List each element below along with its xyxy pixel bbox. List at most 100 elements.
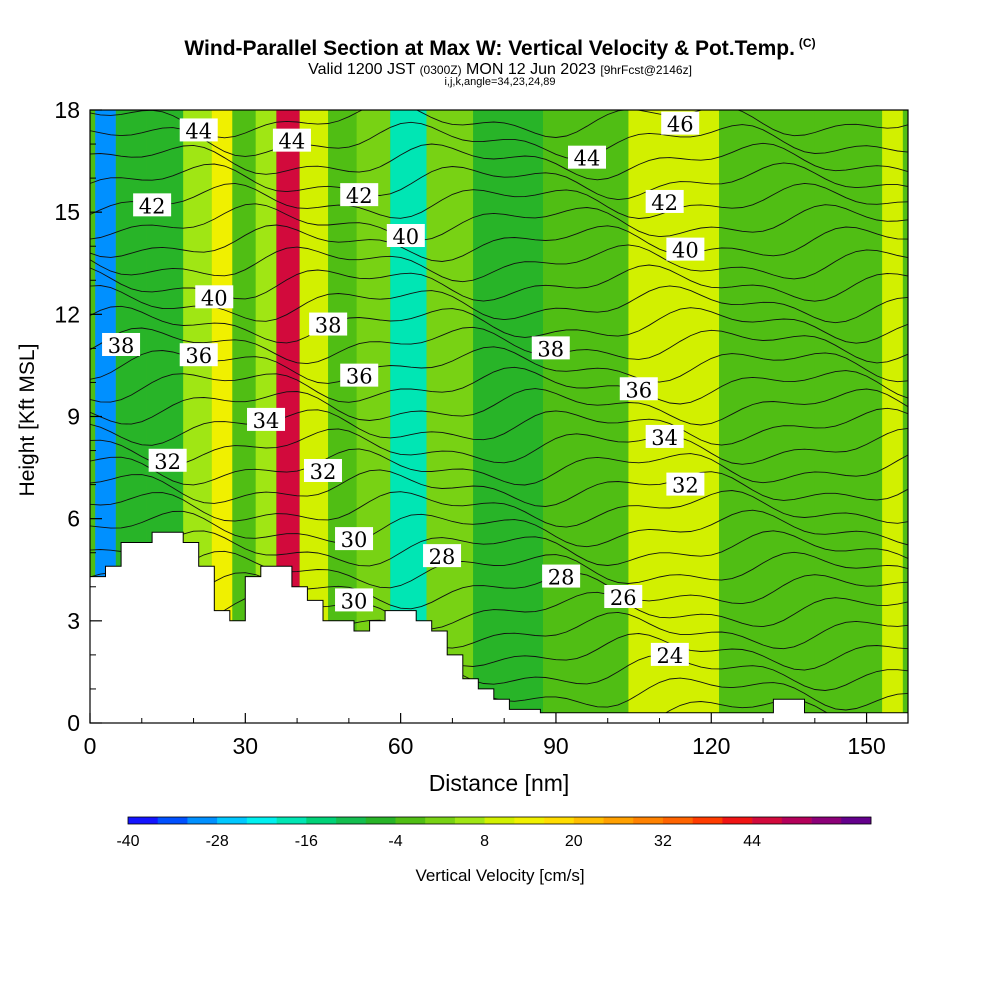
colorbar-tick-label: 20	[565, 833, 583, 850]
colorbar-swatch	[454, 817, 485, 824]
contour-label-text: 42	[139, 194, 166, 218]
y-tick-label: 15	[54, 199, 80, 225]
theta-contour-line	[90, 203, 908, 241]
theta-contour-line	[90, 550, 908, 589]
y-tick-label: 12	[54, 301, 80, 327]
velocity-column	[814, 110, 883, 723]
theta-contour-line	[90, 346, 908, 384]
terrain	[90, 531, 908, 723]
theta-contour-label: 26	[604, 584, 643, 610]
theta-contour-label: 36	[340, 363, 379, 389]
contour-label-text: 32	[672, 474, 699, 498]
grid-indices: i,j,k,angle=34,23,24,89	[444, 76, 556, 88]
theta-contour-line	[90, 224, 908, 262]
contour-label-box	[303, 458, 342, 482]
colorbar-swatch	[841, 817, 872, 824]
y-axis-label: Height [Kft MSL]	[16, 344, 39, 497]
colorbar-tick-label: -16	[295, 833, 318, 850]
theta-contour-line	[90, 121, 908, 160]
contour-label-box	[645, 189, 684, 213]
contour-label-text: 38	[108, 334, 135, 358]
contour-label-text: 30	[341, 528, 368, 552]
colorbar-swatch	[246, 817, 277, 824]
contour-label-text: 38	[537, 337, 564, 361]
velocity-column	[719, 110, 815, 723]
contour-label-text: 40	[201, 286, 228, 310]
contour-label-box	[247, 407, 286, 431]
theta-contour-line	[90, 591, 908, 630]
theta-contour-label: 38	[309, 312, 348, 338]
colorbar-swatch	[692, 817, 723, 824]
colorbar-tick-label: 8	[480, 833, 489, 850]
theta-contour-line	[90, 448, 908, 486]
theta-contour-labels: 24 26 28 28 30 30 32 32 32 34 34 36 36 36 38 38 38 40 40 40…	[102, 111, 705, 668]
colorbar-swatch	[217, 817, 248, 824]
theta-contour-line	[90, 285, 908, 324]
velocity-column	[473, 110, 544, 723]
contour-label-text: 38	[315, 314, 342, 338]
theta-contour-label: 34	[247, 407, 286, 433]
contour-label-box	[340, 183, 379, 207]
contour-label-box	[619, 377, 658, 401]
x-tick-label: 90	[543, 733, 569, 759]
contour-label-box	[179, 343, 218, 367]
contour-label-text: 36	[185, 344, 212, 368]
theta-contour-label: 34	[645, 424, 684, 450]
theta-contour-label: 36	[619, 377, 658, 402]
colorbar-swatch	[395, 817, 426, 824]
contour-label-box	[604, 584, 643, 608]
x-tick-label: 60	[388, 733, 414, 759]
contour-label-text: 34	[253, 409, 280, 433]
theta-contour-label: 30	[335, 588, 374, 613]
contour-label-box	[386, 224, 425, 248]
contour-label-text: 32	[310, 460, 337, 484]
colorbar-swatch	[514, 817, 545, 824]
theta-contour-label: 40	[666, 237, 705, 263]
colorbar-swatch	[306, 817, 337, 824]
contour-label-box	[335, 588, 374, 612]
theta-contour-label: 42	[645, 189, 684, 215]
y-tick-label: 18	[54, 97, 80, 123]
colorbar-swatch	[544, 817, 575, 824]
colorbar-swatch	[425, 817, 456, 824]
colorbar-frame	[127, 816, 872, 825]
theta-contour-label: 40	[386, 224, 425, 249]
theta-contour-line	[90, 572, 908, 610]
valid-time-line: Valid 1200 JST (0300Z) MON 12 Jun 2023 […	[0, 61, 1000, 79]
contour-label-text: 46	[667, 113, 694, 137]
theta-contour-label: 44	[272, 128, 311, 154]
theta-contour-label: 44	[179, 118, 218, 143]
contour-label-box	[335, 527, 374, 551]
contour-label-text: 28	[548, 566, 575, 590]
theta-contour-label: 38	[102, 332, 141, 358]
colorbar-tick-label: 44	[743, 833, 761, 850]
colorbar-label: Vertical Velocity [cm/s]	[415, 866, 584, 885]
chart-title: Wind-Parallel Section at Max W: Vertical…	[0, 36, 1000, 61]
theta-contour-line	[90, 305, 908, 344]
colorbar-swatch	[187, 817, 218, 824]
theta-contour-label: 24	[650, 642, 689, 668]
theta-contour-line	[90, 509, 908, 548]
contour-label-box	[195, 285, 234, 309]
x-axis-label: Distance [nm]	[429, 770, 570, 796]
theta-contour-label: 32	[148, 448, 187, 474]
theta-contours	[90, 110, 908, 723]
theta-contour-line	[90, 490, 908, 528]
theta-contour-label: 28	[542, 564, 581, 590]
contour-label-box	[340, 363, 379, 387]
theta-contour-line	[90, 182, 908, 219]
colorbar-swatch	[633, 817, 664, 824]
colorbar-tick-label: -28	[206, 833, 229, 850]
terrain-profile	[90, 531, 908, 723]
colorbar-swatch	[128, 817, 159, 824]
theta-contour-line	[90, 142, 908, 181]
contour-label-text: 24	[656, 644, 683, 668]
theta-contour-line	[90, 469, 908, 507]
velocity-column	[211, 110, 233, 723]
colorbar-swatch	[781, 817, 812, 824]
theta-contour-label: 44	[568, 145, 607, 171]
valid-date: MON 12 Jun 2023	[466, 61, 596, 78]
contour-label-text: 34	[651, 426, 678, 450]
contour-label-box	[148, 448, 187, 472]
x-tick-label: 120	[692, 733, 730, 759]
